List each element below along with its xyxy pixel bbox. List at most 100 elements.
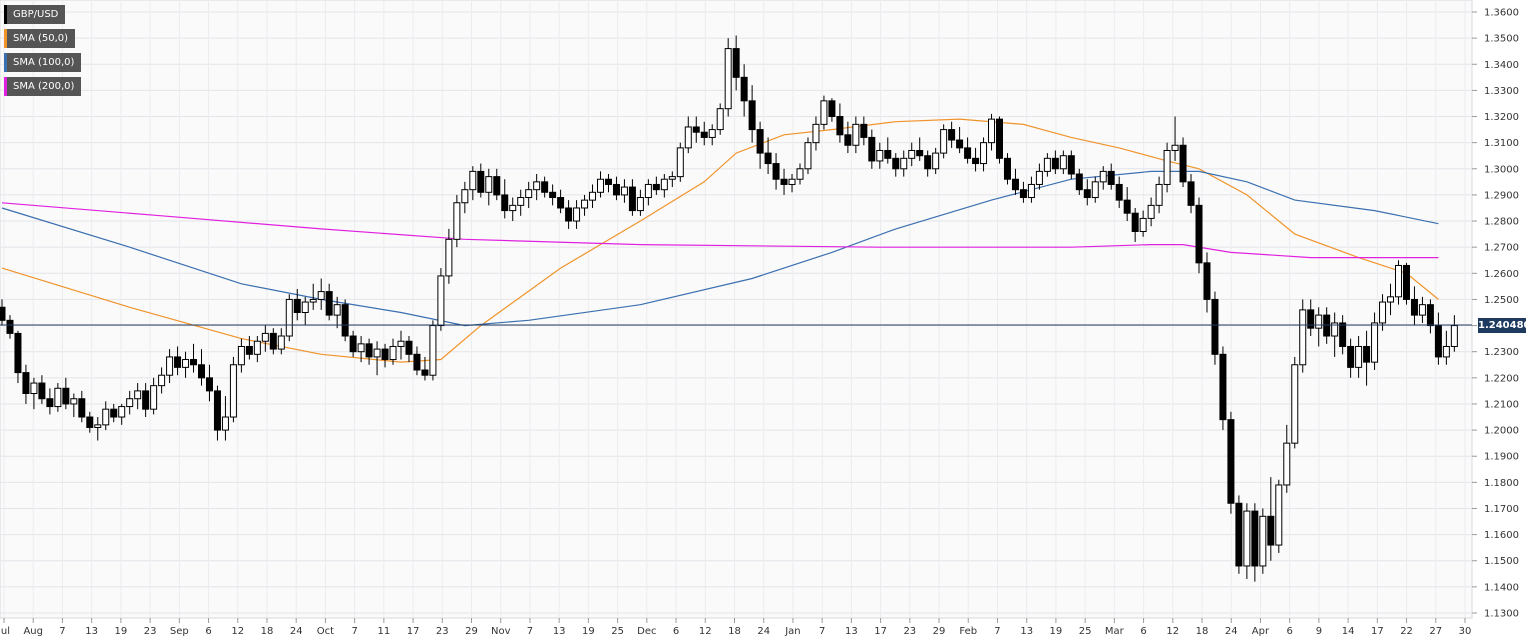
candle [573, 200, 581, 229]
candle [150, 377, 158, 415]
candle-body-up [134, 390, 142, 400]
candle [900, 150, 908, 177]
candle-body-up [461, 189, 469, 204]
x-tick-label: 11 [377, 626, 390, 637]
x-tick-label: 7 [819, 626, 825, 637]
candle-body-down [836, 116, 844, 136]
x-tick-label: 18 [728, 626, 741, 637]
candle-body-down [964, 147, 972, 159]
candle [453, 194, 461, 248]
x-tick-label: 14 [1342, 626, 1355, 637]
candle [461, 181, 469, 214]
candle-body-up [301, 301, 309, 313]
candle-body-up [1155, 183, 1163, 206]
candle [1426, 299, 1434, 334]
candle [1163, 142, 1171, 193]
candle-body-up [644, 183, 652, 199]
candle [0, 299, 6, 326]
candle [94, 417, 102, 441]
x-tick-label: 6 [1140, 626, 1146, 637]
candle-body-up [166, 356, 174, 376]
candle-body-down [1307, 309, 1315, 329]
candle-body-up [253, 340, 261, 355]
x-tick-label: 13 [85, 626, 98, 637]
y-tick-label: 1.3200 [1484, 112, 1519, 123]
candle [469, 166, 477, 201]
candle [501, 179, 509, 219]
candle-body-up [908, 149, 916, 159]
candle [581, 194, 589, 216]
x-tick-label: 9 [1316, 626, 1322, 637]
candle-body-up [373, 348, 381, 358]
candle-body-down [764, 152, 772, 165]
candle [1395, 260, 1402, 305]
candle-body-down [365, 343, 373, 358]
x-tick-label: 13 [553, 626, 566, 637]
candle-body-up [1355, 345, 1363, 368]
candle [525, 181, 533, 208]
candle [756, 121, 764, 169]
candle-body-down [565, 207, 573, 222]
candle [1323, 307, 1331, 344]
candle [1219, 346, 1227, 431]
candle [724, 38, 732, 117]
candle [565, 200, 573, 229]
y-tick-label: 1.3600 [1484, 8, 1519, 19]
candle-body-down [46, 398, 54, 408]
candle [1283, 424, 1291, 493]
candle [692, 116, 700, 143]
candle [700, 121, 708, 146]
candle-body-down [341, 304, 349, 337]
candle-body-up [620, 186, 628, 196]
candle [493, 168, 501, 201]
candle-body-down [269, 332, 277, 350]
candle [1147, 197, 1155, 227]
x-tick-label: 6 [673, 626, 679, 637]
candle-body-down [1402, 264, 1410, 300]
candle-body-down [62, 387, 70, 405]
candle [421, 356, 429, 381]
candle-body-down [972, 157, 980, 165]
candle [1418, 296, 1426, 323]
candle [748, 85, 756, 143]
candle [716, 103, 724, 135]
candle [365, 338, 373, 365]
candle [397, 330, 405, 360]
candle-body-up [1171, 144, 1179, 151]
candle [924, 150, 932, 177]
candle-body-up [102, 408, 110, 426]
candle-body-up [1091, 181, 1099, 199]
candle-body-down [1227, 419, 1235, 504]
candle [1434, 312, 1442, 365]
candle-body-down [293, 298, 301, 314]
candles [0, 35, 1458, 582]
x-tick-label: 18 [1196, 626, 1209, 637]
x-tick-label: Jul [0, 626, 10, 637]
candle-body-up [437, 275, 445, 327]
candle [772, 153, 780, 190]
candle-body-down [700, 131, 708, 138]
x-tick-label: 12 [231, 626, 244, 637]
candle [134, 383, 142, 410]
y-tick-label: 1.2900 [1484, 190, 1519, 201]
candle-body-up [636, 197, 644, 212]
candle [118, 403, 126, 425]
y-tick-label: 1.2800 [1484, 217, 1519, 228]
candle [1299, 299, 1307, 373]
candle [429, 320, 437, 381]
candle [1275, 479, 1283, 553]
candle-body-down [1211, 298, 1219, 355]
candle-body-down [1011, 178, 1019, 191]
candle-body-up [804, 142, 812, 170]
candle [213, 385, 221, 441]
candle [1075, 168, 1083, 195]
candle [1099, 166, 1107, 190]
x-axis-labels: Jul Aug 7 13 19 23 Sep 6 12 18 24 Oct 7 11 17 23 29 Nov 7 1… [0, 618, 1471, 637]
candle-body-down [996, 118, 1003, 159]
candle [804, 137, 812, 175]
candle [78, 390, 86, 423]
candle [62, 377, 70, 410]
candle [1371, 312, 1379, 370]
candle-body-up [668, 176, 676, 180]
x-tick-label: 29 [465, 626, 478, 637]
